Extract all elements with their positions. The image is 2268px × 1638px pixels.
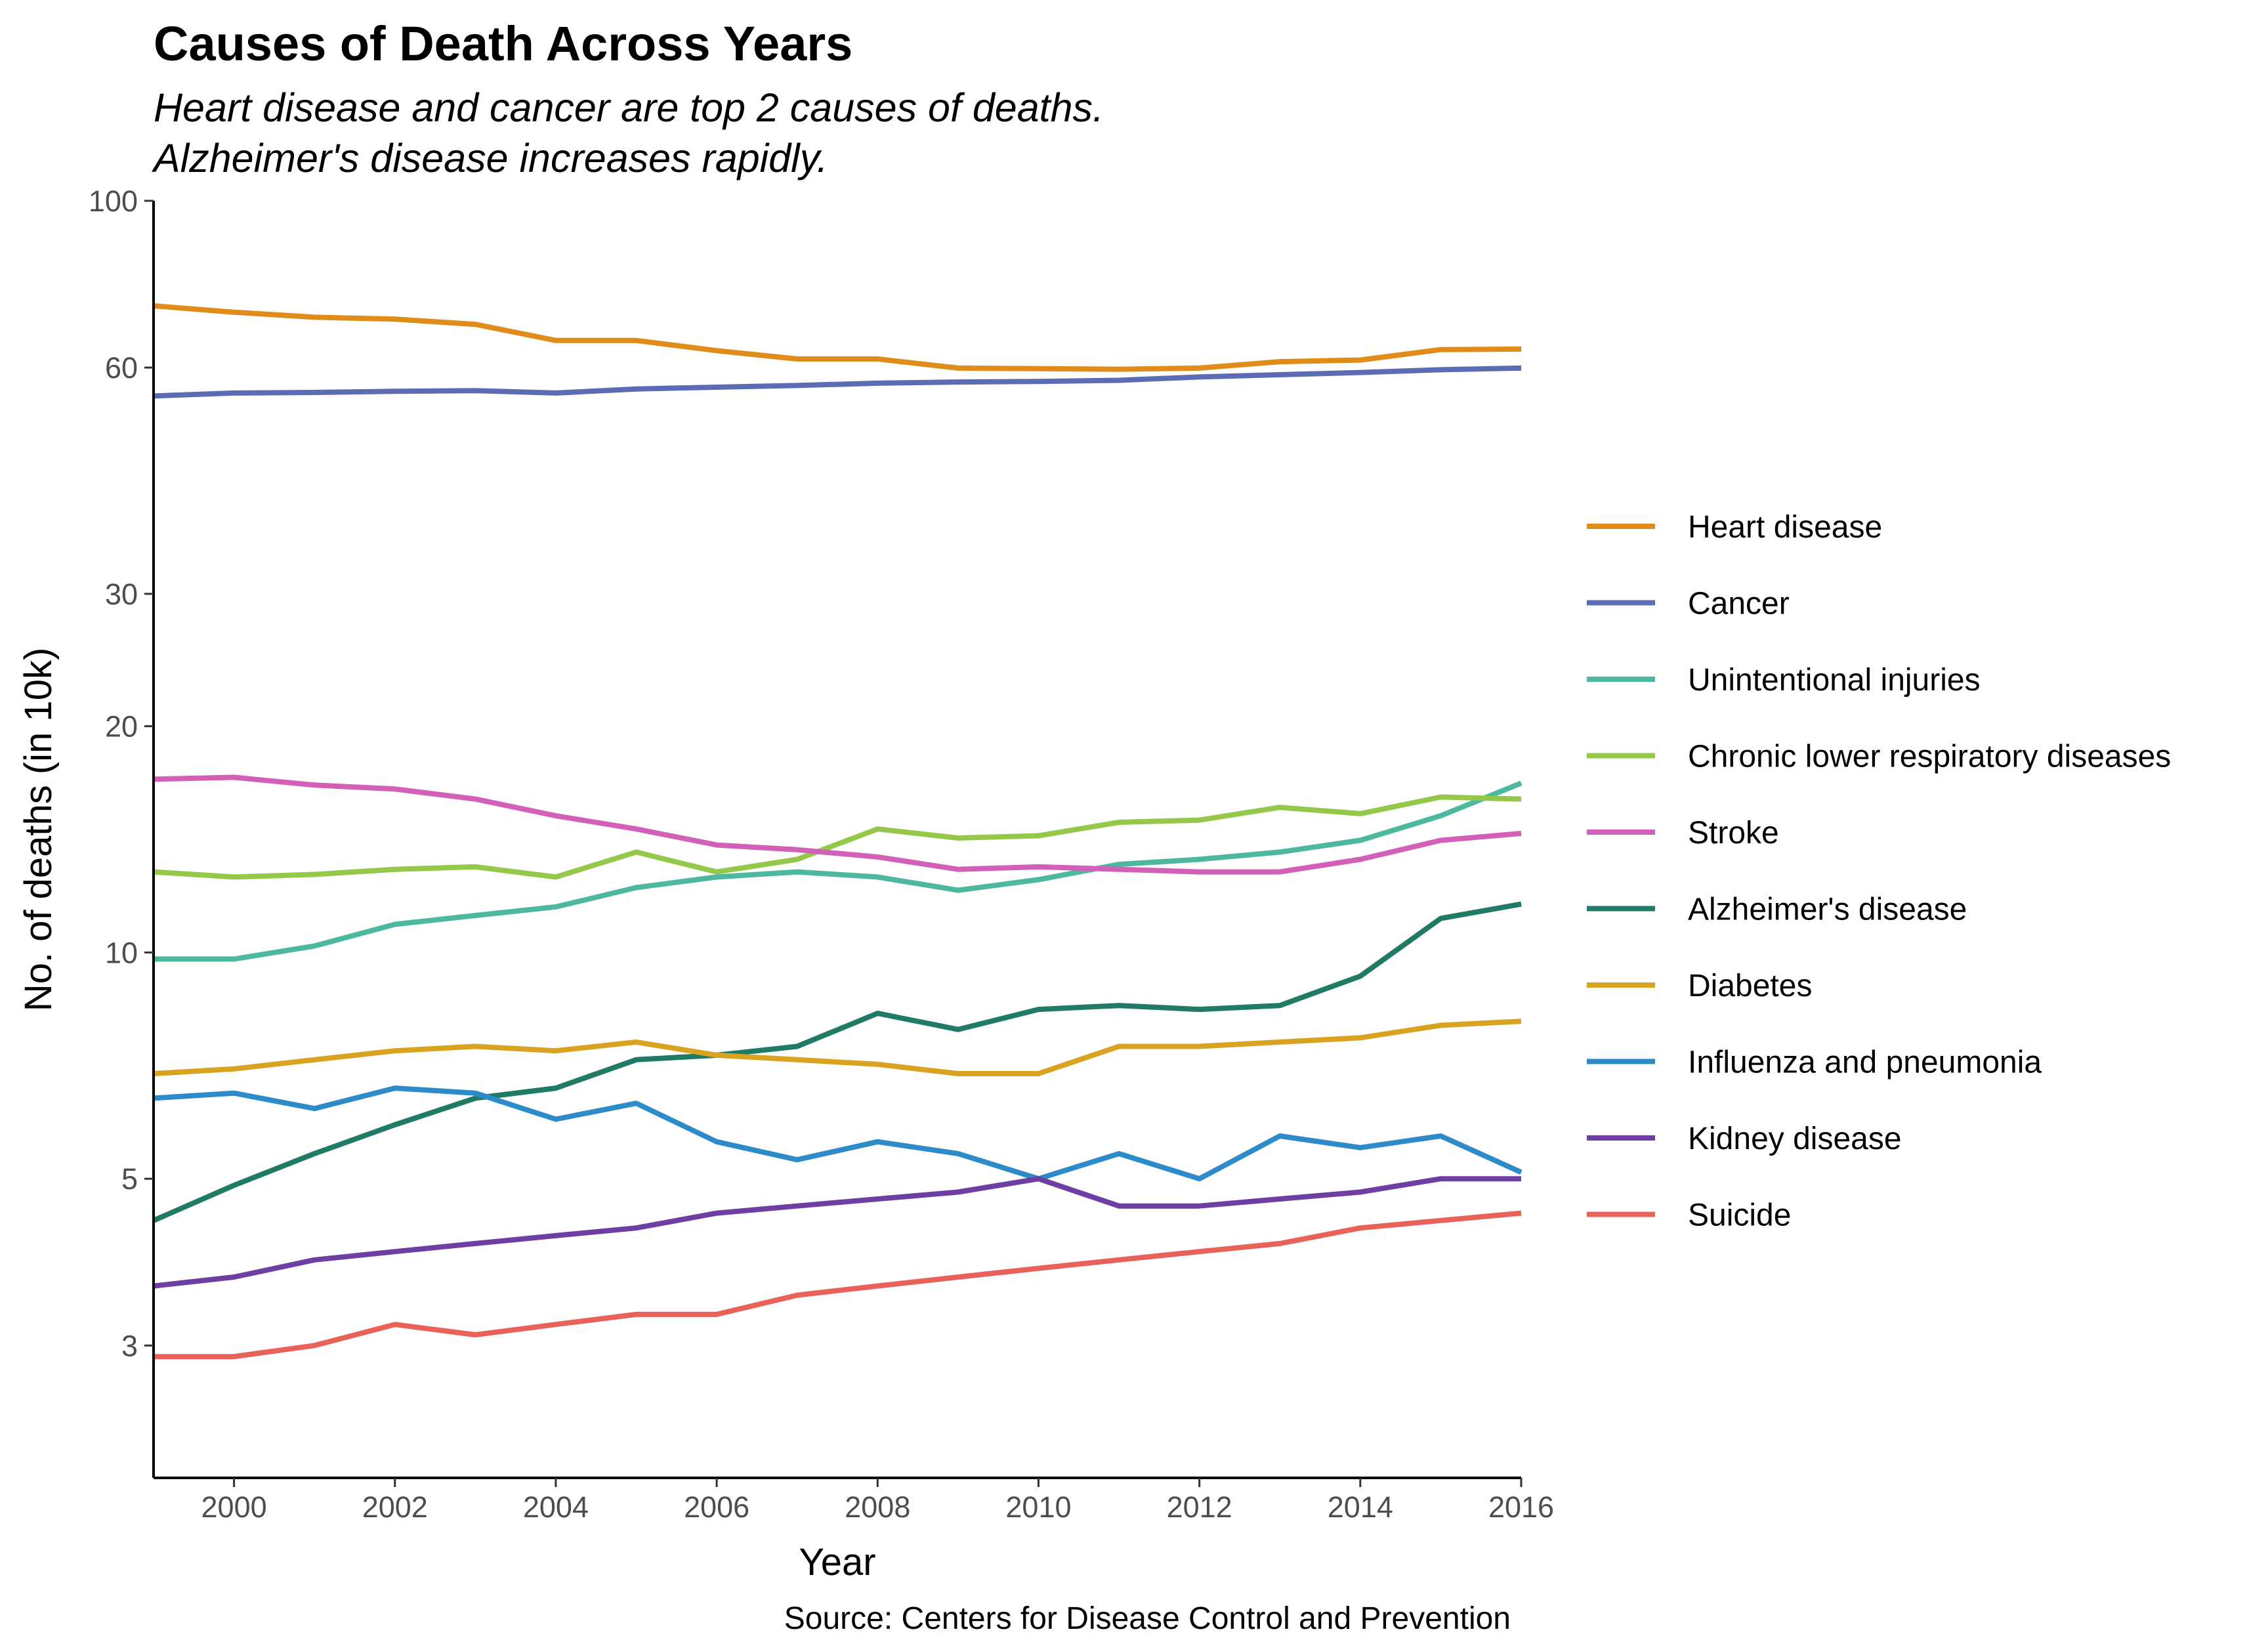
- x-tick-label-5: 2010: [1005, 1490, 1071, 1524]
- x-tick-label-7: 2014: [1328, 1490, 1393, 1524]
- chart-subtitle-line-2: Alzheimer's disease increases rapidly.: [151, 136, 828, 180]
- axes: 3 5 10 20 30 60 100 2000 2002 2004 2006 2008 2010 201…: [89, 184, 1554, 1524]
- legend: Heart disease Cancer Unintentional injurie…: [1587, 510, 2171, 1233]
- series-line-9: [154, 1210, 1522, 1360]
- legend-label-0: Heart disease: [1688, 510, 1882, 545]
- legend-label-9: Suicide: [1688, 1198, 1791, 1233]
- x-tick-label-2: 2004: [523, 1490, 589, 1524]
- legend-label-1: Cancer: [1688, 587, 1790, 621]
- y-tick-label-4: 30: [105, 578, 138, 611]
- chart-caption: Source: Centers for Disease Control and …: [784, 1601, 1511, 1636]
- chart-title: Causes of Death Across Years: [154, 16, 852, 71]
- legend-label-8: Kidney disease: [1688, 1122, 1902, 1156]
- legend-label-4: Stroke: [1688, 816, 1779, 850]
- y-tick-label-2: 10: [105, 936, 138, 969]
- y-tick-label-5: 60: [105, 351, 138, 385]
- legend-label-2: Unintentional injuries: [1688, 663, 1981, 698]
- legend-label-6: Diabetes: [1688, 969, 1812, 1003]
- y-tick-label-3: 20: [105, 710, 138, 744]
- series-line-8: [153, 1176, 1521, 1289]
- x-tick-label-1: 2002: [362, 1490, 428, 1524]
- plot-lines: [152, 303, 1522, 1360]
- y-axis-title: No. of deaths (in 10k): [17, 648, 60, 1012]
- series-line-4: [153, 774, 1522, 875]
- series-line-5: [152, 901, 1522, 1223]
- series-line-0: [153, 303, 1522, 372]
- legend-label-5: Alzheimer's disease: [1688, 892, 1967, 927]
- series-line-1: [153, 365, 1522, 399]
- y-tick-label-6: 100: [89, 184, 138, 218]
- series-line-2: [154, 780, 1522, 962]
- x-tick-label-0: 2000: [201, 1490, 267, 1524]
- x-tick-label-4: 2008: [845, 1490, 910, 1524]
- y-tick-label-0: 3: [121, 1329, 138, 1362]
- x-axis-title: Year: [799, 1541, 875, 1584]
- x-tick-label-3: 2006: [684, 1490, 749, 1524]
- legend-label-7: Influenza and pneumonia: [1688, 1045, 2042, 1080]
- x-tick-label-8: 2016: [1488, 1490, 1554, 1524]
- chart-subtitle-line-1: Heart disease and cancer are top 2 cause…: [154, 85, 1104, 130]
- x-tick-label-6: 2012: [1167, 1490, 1232, 1524]
- series-line-7: [153, 1085, 1522, 1182]
- y-tick-label-1: 5: [121, 1162, 138, 1196]
- series-line-3: [153, 794, 1522, 880]
- legend-label-3: Chronic lower respiratory diseases: [1688, 740, 2171, 774]
- series-line-6: [153, 1018, 1522, 1076]
